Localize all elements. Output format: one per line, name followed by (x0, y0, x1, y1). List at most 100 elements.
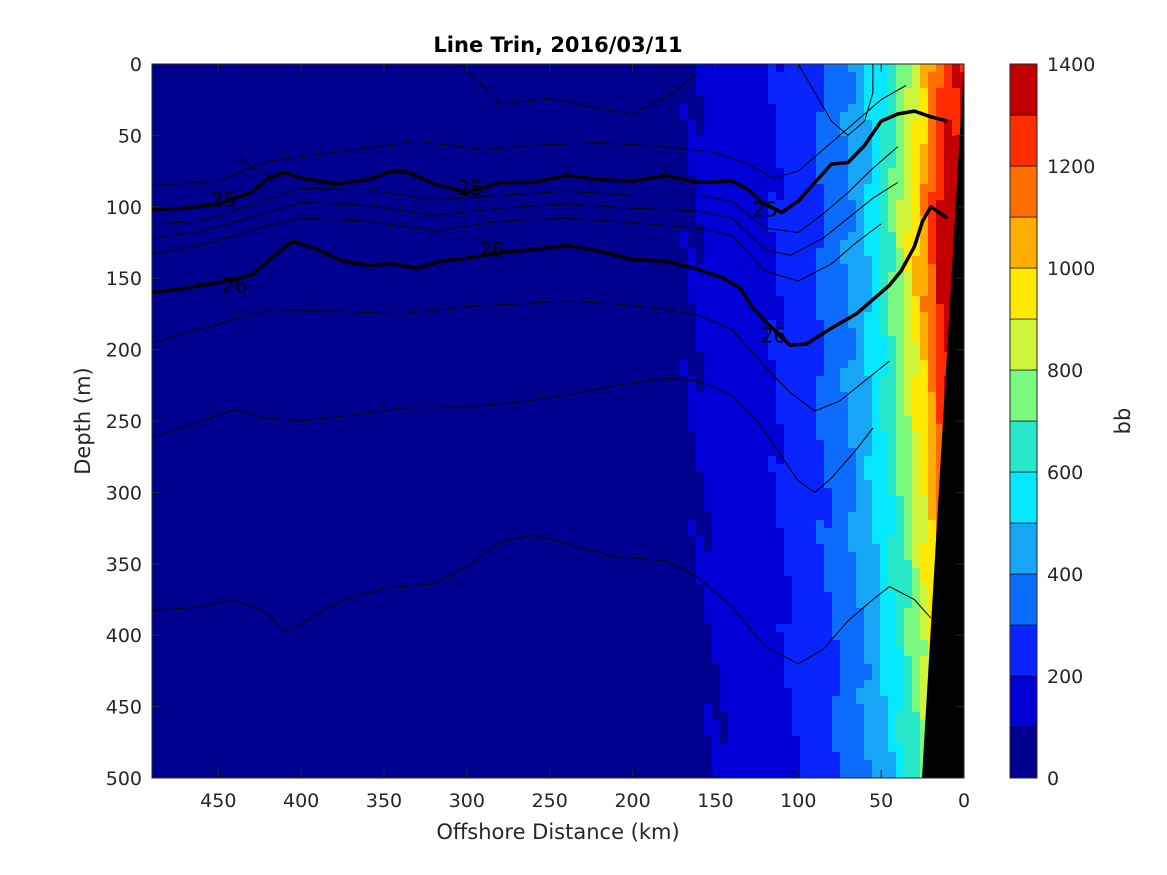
field-cell (416, 160, 425, 169)
field-cell (304, 696, 313, 705)
field-cell (248, 352, 257, 361)
field-cell (208, 232, 217, 241)
field-cell (496, 776, 505, 778)
field-cell (488, 528, 497, 537)
field-cell (576, 504, 585, 513)
field-cell (152, 624, 161, 633)
field-cell (392, 520, 401, 529)
field-cell (248, 296, 257, 305)
field-cell (184, 248, 193, 257)
field-cell (400, 760, 409, 769)
field-cell (224, 768, 233, 777)
field-cell (432, 328, 441, 337)
field-cell (520, 168, 529, 177)
field-cell (552, 360, 561, 369)
field-cell (264, 464, 273, 473)
field-cell (304, 360, 313, 369)
field-cell (176, 88, 185, 97)
field-cell (192, 728, 201, 737)
field-cell (304, 728, 313, 737)
field-cell (496, 688, 505, 697)
field-cell (328, 456, 337, 465)
field-cell (472, 624, 481, 633)
field-cell (160, 184, 169, 193)
field-cell (384, 752, 393, 761)
field-cell (352, 416, 361, 425)
field-cell (288, 352, 297, 361)
field-cell (200, 272, 209, 281)
field-cell (488, 256, 497, 265)
field-cell (288, 688, 297, 697)
field-cell (528, 616, 537, 625)
field-cell (480, 128, 489, 137)
field-cell (168, 600, 177, 609)
field-cell (480, 160, 489, 169)
field-cell (192, 640, 201, 649)
field-cell (552, 400, 561, 409)
field-cell (400, 280, 409, 289)
field-cell (280, 128, 289, 137)
field-cell (432, 752, 441, 761)
field-cell (272, 224, 281, 233)
field-cell (408, 720, 417, 729)
field-cell (568, 112, 577, 121)
field-cell (384, 760, 393, 769)
field-cell (528, 656, 537, 665)
field-cell (392, 392, 401, 401)
field-cell (320, 368, 329, 377)
field-cell (200, 520, 209, 529)
field-cell (544, 360, 553, 369)
field-cell (200, 352, 209, 361)
field-cell (296, 496, 305, 505)
field-cell (192, 120, 201, 129)
field-cell (496, 216, 505, 225)
field-cell (264, 400, 273, 409)
field-cell (288, 192, 297, 201)
field-cell (488, 624, 497, 633)
field-cell (192, 576, 201, 585)
field-cell (552, 576, 561, 585)
field-cell (192, 232, 201, 241)
field-cell (464, 728, 473, 737)
field-cell (200, 440, 209, 449)
field-cell (280, 776, 289, 778)
field-cell (152, 88, 161, 97)
field-cell (408, 368, 417, 377)
field-cell (224, 112, 233, 121)
field-cell (560, 328, 569, 337)
field-cell (528, 768, 537, 777)
field-cell (520, 640, 529, 649)
field-cell (352, 776, 361, 778)
field-cell (440, 752, 449, 761)
field-cell (240, 240, 249, 249)
field-cell (432, 560, 441, 569)
field-cell (528, 272, 537, 281)
field-cell (432, 344, 441, 353)
field-cell (440, 520, 449, 529)
field-cell (488, 584, 497, 593)
field-cell (336, 120, 345, 129)
field-cell (544, 120, 553, 129)
field-cell (520, 200, 529, 209)
field-cell (376, 176, 385, 185)
field-cell (448, 400, 457, 409)
field-cell (328, 560, 337, 569)
field-cell (464, 432, 473, 441)
field-cell (416, 120, 425, 129)
field-cell (296, 696, 305, 705)
field-cell (376, 296, 385, 305)
field-cell (480, 120, 489, 129)
field-cell (296, 688, 305, 697)
field-cell (280, 352, 289, 361)
field-cell (176, 704, 185, 713)
field-cell (240, 560, 249, 569)
field-cell (384, 360, 393, 369)
field-cell (176, 280, 185, 289)
field-cell (432, 136, 441, 145)
field-cell (368, 616, 377, 625)
field-cell (512, 304, 521, 313)
field-cell (536, 488, 545, 497)
field-cell (560, 552, 569, 561)
field-cell (400, 696, 409, 705)
field-cell (184, 576, 193, 585)
